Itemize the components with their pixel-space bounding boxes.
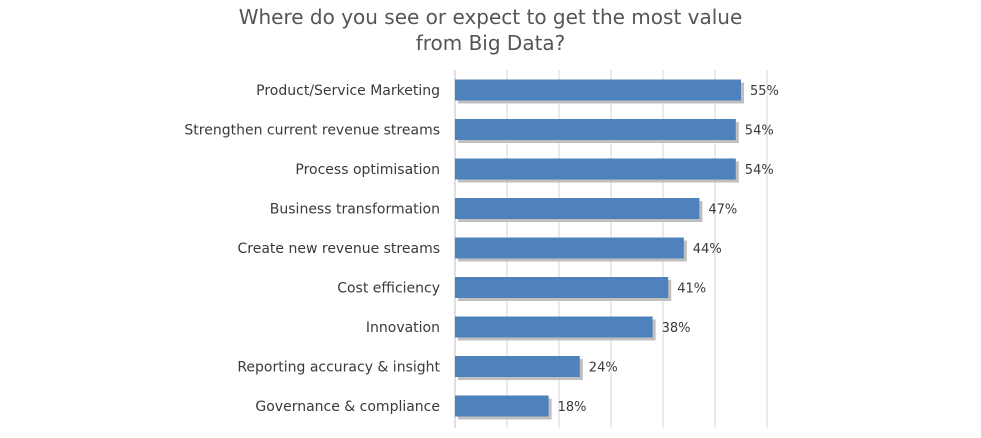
value-label: 24% [589, 361, 618, 376]
chart-title-line-1: Where do you see or expect to get the mo… [238, 5, 743, 29]
category-label: Process optimisation [295, 162, 440, 178]
category-label: Reporting accuracy & insight [237, 360, 440, 376]
category-label: Strengthen current revenue streams [184, 123, 440, 139]
category-label: Product/Service Marketing [256, 83, 440, 99]
chart-title-line-2: from Big Data? [415, 31, 566, 55]
bar [455, 158, 736, 180]
value-label: 41% [677, 282, 706, 297]
value-label: 18% [558, 400, 587, 415]
bar [455, 395, 549, 417]
category-label: Governance & compliance [255, 399, 440, 415]
value-label: 47% [708, 203, 737, 218]
category-label: Innovation [366, 320, 440, 336]
bar [455, 119, 736, 140]
bar [455, 356, 580, 377]
value-label: 54% [745, 163, 774, 178]
value-label: 54% [745, 124, 774, 139]
bar [455, 237, 684, 259]
value-label: 55% [750, 84, 779, 99]
bar [455, 79, 741, 101]
value-label: 44% [693, 242, 722, 257]
bar [455, 198, 700, 219]
category-label: Cost efficiency [337, 281, 440, 297]
value-label: 38% [662, 321, 691, 336]
bar [455, 277, 669, 298]
category-label: Create new revenue streams [238, 241, 440, 257]
chart-title: Where do you see or expect to get the mo… [0, 4, 981, 56]
bar [455, 316, 653, 338]
category-label: Business transformation [270, 202, 440, 218]
